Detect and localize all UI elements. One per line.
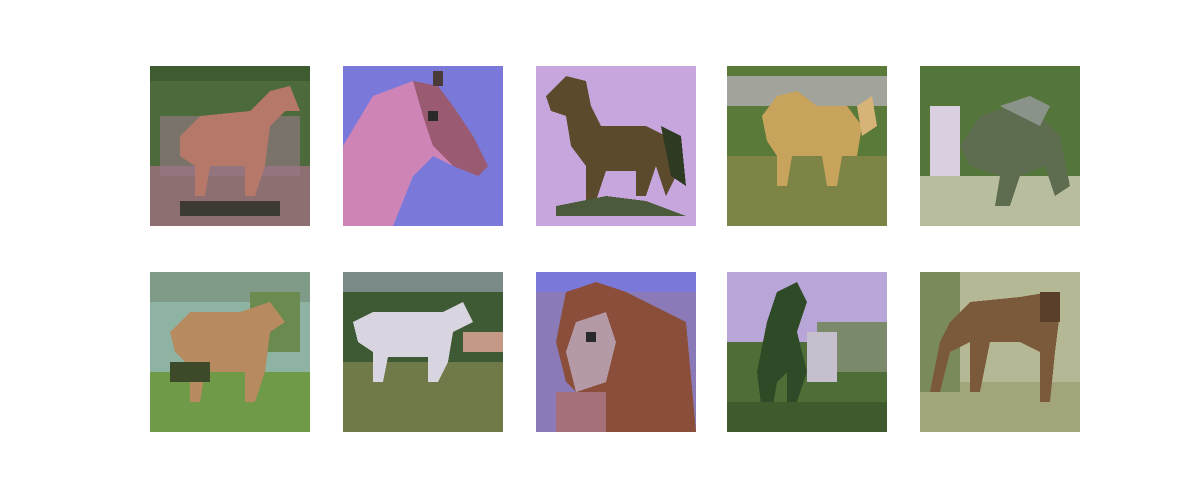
horse-image-7 (343, 272, 503, 432)
horse-image-5 (920, 66, 1080, 226)
horse-image-8 (536, 272, 696, 432)
horse-image-10 (920, 272, 1080, 432)
horse-image-4 (727, 66, 887, 226)
horse-image-9 (727, 272, 887, 432)
horse-image-1 (150, 66, 310, 226)
horse-image-3 (536, 66, 696, 226)
horse-image-6 (150, 272, 310, 432)
horse-image-2 (343, 66, 503, 226)
